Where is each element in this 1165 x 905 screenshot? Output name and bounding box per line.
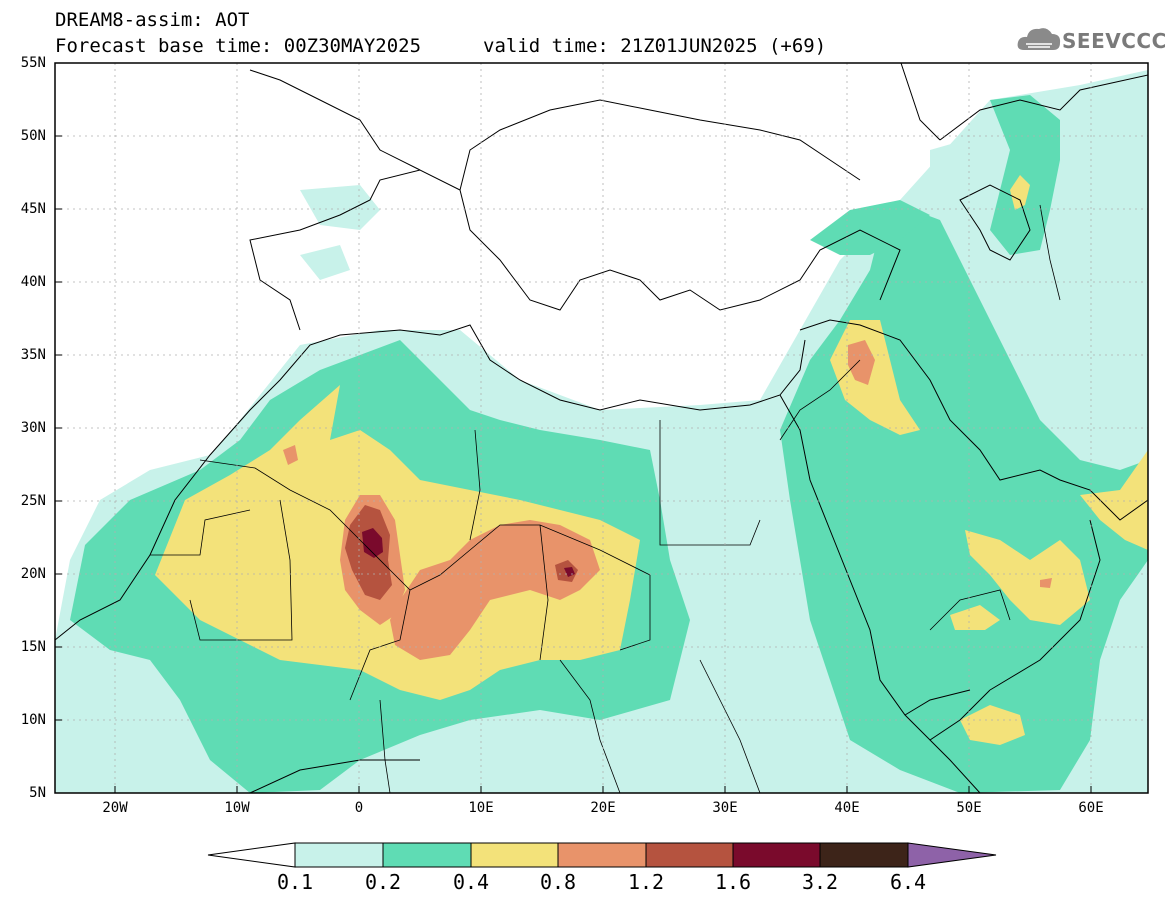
lon-label: 20W [102,800,128,816]
lon-label: 40E [834,800,860,816]
aot-contour-0.1-iberia [300,185,380,230]
header-base-time: Forecast base time: 00Z30MAY2025 [55,35,422,57]
aot-contour-0.4-somalia [960,705,1025,745]
aot-contour-0.8-oman [1040,578,1052,588]
lat-label: 5N [29,785,46,801]
aot-contour-0.8-chad [390,520,600,660]
lat-label: 35N [20,347,46,363]
aot-contour-0.4-caspian [1010,175,1030,210]
colorbar-label: 1.6 [714,870,752,894]
lat-label: 10N [20,712,46,728]
grid-lines [55,63,1148,793]
colorbar-label: 3.2 [801,870,839,894]
lat-label: 20N [20,566,46,582]
logo-text: SEEVCCC [1062,29,1165,53]
lat-label: 50N [20,128,46,144]
aot-contour-0.2-ne [810,200,930,255]
country-borders [150,204,1061,793]
aot-fields [55,63,1148,793]
aot-contour-1.6 [362,528,383,558]
header-valid-time: valid time: 21Z01JUN2025 (+69) [483,35,827,57]
lat-label: 25N [20,493,46,509]
header-title: DREAM8-assim: AOT [55,9,250,31]
colorbar-label: 0.2 [364,870,402,894]
aot-contour-0.8-iraq [848,340,875,385]
lon-label: 10E [468,800,494,816]
cloud-icon [1017,28,1061,50]
lon-label: 60E [1078,800,1104,816]
colorbar-label: 0.1 [276,870,314,894]
aot-contour-0.4-arabia [965,530,1090,625]
colorbar-label: 6.4 [889,870,927,894]
lon-label: 30E [712,800,738,816]
lat-label: 45N [20,201,46,217]
lon-label: 50E [956,800,982,816]
colorbar-label: 0.8 [539,870,577,894]
aot-contour-0.8-w [283,445,298,465]
axis-ticks [55,62,1092,793]
lon-label: 20E [590,800,616,816]
lat-label: 15N [20,639,46,655]
aot-contour-0.2-caspian [990,95,1060,255]
aot-contour-0.4-arabia-s [950,605,1000,630]
lon-label: 0 [354,800,364,816]
aot-contour-0.4-oman [1080,450,1148,550]
lon-label: 10W [224,800,250,816]
lat-label: 40N [20,274,46,290]
lat-label: 30N [20,420,46,436]
aot-contour-0.1-alps [300,245,350,280]
lat-label: 55N [20,55,46,71]
coastlines [55,63,1148,793]
colorbar-label: 0.4 [452,870,490,894]
colorbar-label: 1.2 [627,870,665,894]
aot-contour-1.6-chad [564,567,575,577]
